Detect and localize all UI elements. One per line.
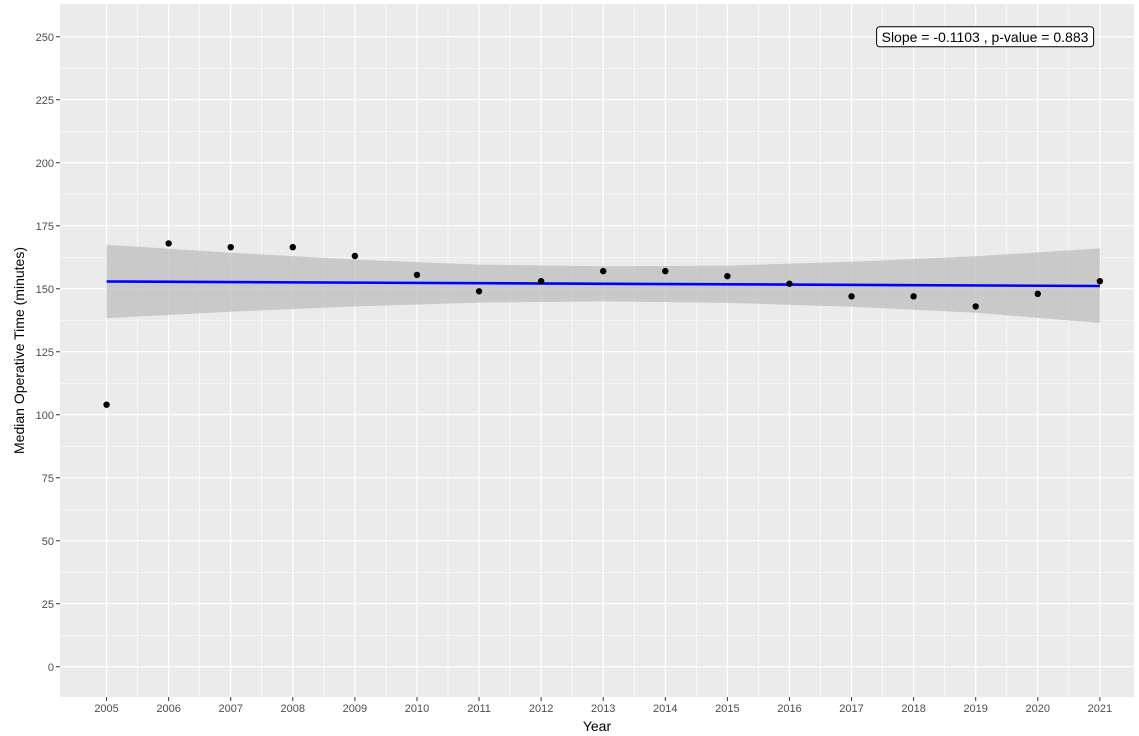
annotation-box: Slope = -0.1103 , p-value = 0.883	[876, 26, 1095, 48]
x-tick-label: 2011	[467, 703, 491, 715]
y-tick-label: 150	[36, 284, 54, 296]
x-tick-label: 2013	[591, 703, 615, 715]
annotation-text: Slope = -0.1103 , p-value = 0.883	[882, 29, 1089, 45]
data-point	[475, 288, 483, 295]
x-tick-label: 2005	[94, 703, 118, 715]
x-tick-label: 2007	[218, 703, 242, 715]
x-tick-label: 2012	[529, 703, 553, 715]
x-tick-label: 2021	[1088, 703, 1112, 715]
x-tick-label: 2009	[343, 703, 367, 715]
x-tick-label: 2018	[901, 703, 925, 715]
data-point	[786, 280, 793, 287]
data-point	[972, 303, 979, 310]
x-tick-label: 2020	[1026, 703, 1050, 715]
data-point	[1096, 278, 1104, 285]
data-points	[103, 240, 1104, 408]
data-point	[600, 267, 607, 275]
y-tick-label: 75	[42, 473, 54, 485]
data-point	[724, 272, 731, 280]
trend-line	[106, 280, 1100, 288]
annotation-frame	[876, 26, 1095, 48]
y-tick-label: 175	[36, 221, 54, 233]
x-tick-label: 2016	[777, 703, 801, 715]
y-axis: 0 25 50 75 100 125 150 175 200 225 250	[36, 32, 60, 674]
x-tick-label: 2006	[156, 703, 180, 715]
x-tick-label: 2014	[653, 703, 677, 715]
x-tick-label: 2010	[405, 703, 429, 715]
y-tick-label: 100	[36, 410, 54, 422]
x-tick-label: 2008	[281, 703, 305, 715]
data-point	[351, 252, 359, 260]
x-axis: 2005 2006 2007 2008 2009 2010 2011 2012 2013 2014…	[94, 697, 1112, 715]
data-point	[103, 401, 110, 408]
y-tick-label: 50	[42, 536, 54, 548]
data-point	[413, 271, 421, 279]
data-point	[227, 243, 234, 251]
plot-panel	[60, 4, 1134, 697]
x-tick-label: 2017	[839, 703, 863, 715]
y-tick-label: 225	[36, 95, 54, 107]
y-tick-label: 0	[48, 662, 54, 674]
grid-minor	[60, 4, 1134, 697]
data-point	[848, 293, 855, 300]
data-point	[910, 293, 917, 300]
data-point	[537, 278, 545, 285]
x-tick-label: 2019	[963, 703, 987, 715]
y-tick-label: 250	[36, 32, 54, 44]
data-point	[289, 243, 297, 251]
y-tick-label: 200	[36, 158, 54, 170]
data-point	[662, 267, 669, 275]
data-point	[1034, 290, 1041, 297]
y-axis-title: Median Operative Time (minutes)	[11, 247, 27, 454]
x-tick-label: 2015	[715, 703, 739, 715]
y-tick-label: 25	[42, 599, 54, 611]
grid-major	[60, 4, 1134, 697]
data-point	[165, 240, 172, 247]
x-axis-title: Year	[583, 718, 612, 734]
y-tick-label: 125	[36, 347, 54, 359]
